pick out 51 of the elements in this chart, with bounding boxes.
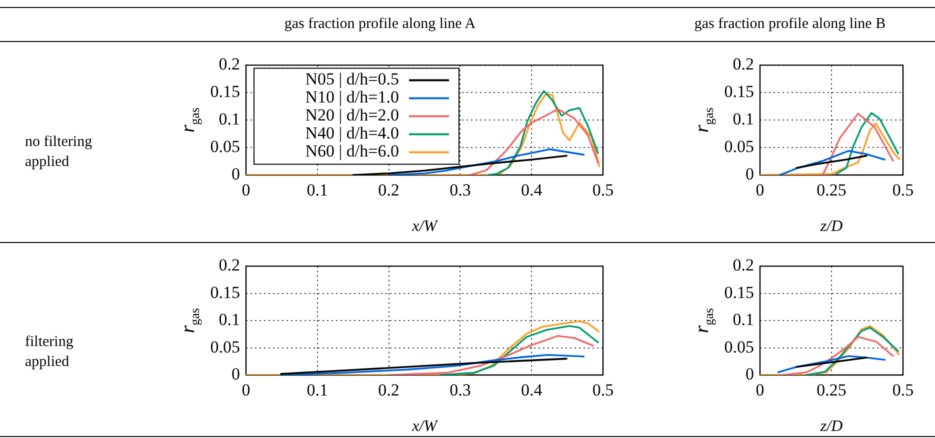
y-tick-label: 0 [232,164,240,184]
y-tick-label: 0.05 [210,137,240,156]
x-tick-label: 0.5 [892,180,914,200]
y-tick-label: 0.1 [218,110,240,129]
chart-title: gas fraction profile along line B [693,16,887,33]
legend-label: N10 | d/h=1.0 [305,88,399,107]
x-tick-label: 0.5 [592,180,614,200]
x-tick-label: 0.4 [520,380,543,400]
legend-label: N05 | d/h=0.5 [305,70,399,89]
x-tick-label: 0.1 [306,180,328,200]
x-axis-title: x/W [411,418,439,435]
x-axis-title: z/D [819,218,844,235]
x-tick-label: 0.2 [378,380,400,400]
legend-label: N20 | d/h=2.0 [305,106,399,125]
x-axis-title: z/D [819,418,844,435]
x-tick-label: 0.25 [816,180,846,200]
y-tick-label: 0.1 [732,310,754,330]
text: no filtering applied [25,133,94,172]
x-tick-label: 0.2 [378,180,400,200]
legend-label: N60 | d/h=6.0 [305,142,399,161]
x-tick-label: 0.3 [450,380,471,400]
x-tick-label: 0.25 [816,380,846,400]
y-tick-label: 0 [746,164,754,184]
y-tick-label: 0.05 [724,337,754,356]
y-tick-label: 0.15 [210,282,240,302]
y-tick-label: 0.15 [724,82,754,102]
y-tick-label: 0.2 [218,256,240,275]
text: filtering applied [25,332,74,372]
x-axis-title: x/W [411,218,439,235]
x-tick-label: 0.3 [450,180,471,200]
y-tick-label: 0.05 [210,337,240,356]
chart-title: gas fraction profile along line A [283,16,477,33]
y-tick-label: 0.1 [732,110,754,129]
legend-label: N40 | d/h=4.0 [305,124,399,143]
y-tick-label: 0.2 [732,54,754,74]
y-tick-label: 0.1 [218,310,240,330]
y-tick-label: 0.2 [732,256,754,275]
y-axis-title: rgas [177,308,202,334]
x-tick-label: 0.1 [306,380,328,400]
x-tick-label: 0.5 [592,380,614,400]
y-axis-title: rgas [177,108,202,133]
y-axis-title: rgas [691,308,716,334]
x-tick-label: 0.4 [520,180,543,200]
y-tick-label: 0 [232,364,240,384]
y-tick-label: 0.05 [724,137,754,156]
y-tick-label: 0.2 [218,54,240,74]
y-axis-title: rgas [691,108,716,133]
x-tick-label: 0.5 [892,380,914,400]
y-tick-label: 0 [746,364,754,384]
y-tick-label: 0.15 [210,82,240,102]
y-tick-label: 0.15 [724,282,754,302]
